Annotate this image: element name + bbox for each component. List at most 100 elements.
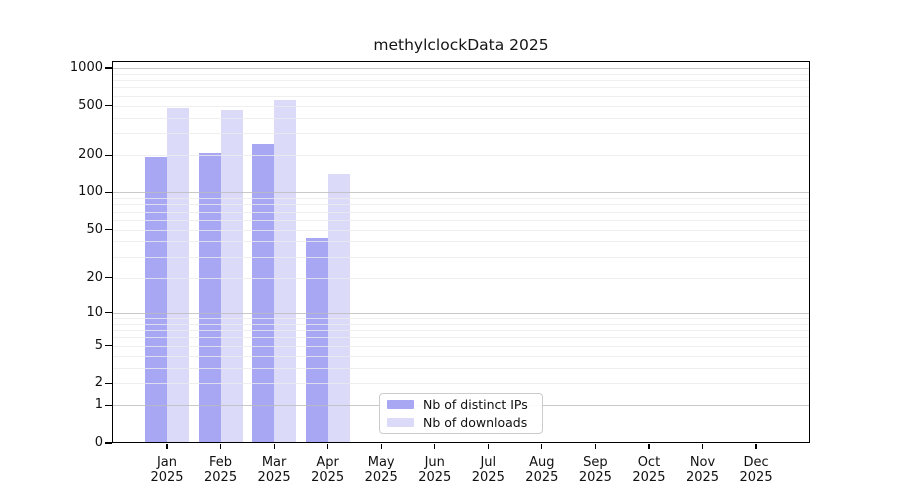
x-tick-mark [755,444,757,449]
y-tick-label: 50 [86,221,103,237]
y-tick-label: 0 [94,435,103,450]
x-tick-mark [487,444,489,449]
x-tick-mark [434,444,436,449]
bar-downloads [274,99,297,443]
x-tick-mark [219,444,222,449]
minor-gridline [112,204,810,206]
y-tick-mark [105,228,112,231]
minor-gridline [112,229,810,231]
x-tick-year-label: 2025 [418,470,452,485]
major-gridline [112,312,810,314]
minor-gridline [112,323,810,325]
y-tick-mark [105,67,112,69]
minor-gridline [112,155,810,157]
major-gridline [112,68,810,69]
y-tick-mark [105,442,112,444]
minor-gridline [112,330,810,332]
minor-gridline [112,87,810,89]
minor-gridline [112,117,810,119]
bar-downloads [327,174,350,443]
x-tick-mark [541,444,543,449]
legend-row-downloads: Nb of downloads [380,415,542,430]
legend-label-downloads: Nb of downloads [423,415,528,430]
minor-gridline [112,198,810,200]
minor-gridline [112,367,810,369]
plot-area [112,61,810,443]
x-tick-year-label: 2025 [632,470,666,485]
x-tick-year-label: 2025 [257,470,291,485]
bar-distinct-ips [198,152,221,443]
x-tick-month-label: Sep [583,455,608,470]
minor-gridline [112,383,810,385]
x-tick-year-label: 2025 [311,470,345,485]
x-tick-month-label: Aug [529,455,555,470]
y-tick-label: 100 [78,184,103,200]
minor-gridline [112,133,810,135]
y-tick-mark [105,345,112,347]
minor-gridline [112,241,810,243]
minor-gridline [112,219,810,221]
x-tick-mark [327,444,329,449]
x-tick-year-label: 2025 [471,470,505,485]
y-tick-label: 1000 [69,60,103,75]
x-tick-month-label: May [367,455,395,470]
x-tick-mark [380,444,382,449]
x-tick-year-label: 2025 [739,470,773,485]
minor-gridline [112,337,810,339]
bar-downloads [167,107,189,443]
x-tick-year-label: 2025 [364,470,398,485]
legend: Nb of distinct IPs Nb of downloads [379,393,543,434]
bar-distinct-ips [145,156,167,443]
x-tick-year-label: 2025 [525,470,559,485]
x-tick-year-label: 2025 [150,470,184,485]
x-tick-month-label: Feb [209,455,233,470]
y-tick-mark [105,277,112,279]
minor-gridline [112,80,810,82]
bar-distinct-ips [252,144,275,443]
bar-distinct-ips [305,237,328,443]
distinct-ips-swatch-icon [387,399,414,410]
x-tick-month-label: Dec [743,455,769,470]
y-tick-mark [105,154,112,156]
y-tick-mark [105,382,112,384]
y-tick-label: 500 [78,97,103,113]
y-tick-mark [105,191,112,194]
x-tick-month-label: Jun [424,455,445,470]
y-tick-mark [105,404,112,406]
minor-gridline [112,95,810,97]
y-tick-label: 200 [78,147,103,163]
y-tick-label: 1 [94,397,103,413]
x-tick-mark [701,444,704,449]
x-tick-month-label: Oct [637,455,661,470]
x-tick-month-label: Jul [480,455,497,470]
y-tick-mark [105,312,112,314]
major-gridline [112,192,810,194]
y-tick-label: 5 [94,337,103,353]
minor-gridline [112,318,810,320]
minor-gridline [112,211,810,213]
x-tick-month-label: Mar [261,455,287,470]
minor-gridline [112,256,810,258]
x-tick-year-label: 2025 [685,470,720,485]
x-tick-year-label: 2025 [578,470,612,485]
downloads-swatch-icon [387,417,414,428]
minor-gridline [112,105,810,107]
y-tick-label: 10 [86,304,103,320]
y-tick-mark [105,104,112,107]
legend-label-distinct-ips: Nb of distinct IPs [423,397,528,412]
minor-gridline [112,345,810,347]
x-tick-mark [166,444,168,449]
minor-gridline [112,73,810,75]
x-tick-year-label: 2025 [204,470,238,485]
minor-gridline [112,355,810,357]
bar-downloads [220,110,243,443]
x-tick-month-label: Apr [316,455,339,470]
chart-title: methylclockData 2025 [373,36,549,54]
x-tick-mark [273,444,275,449]
x-tick-mark [648,444,650,449]
y-tick-label: 20 [86,269,103,285]
x-tick-month-label: Nov [689,455,716,470]
minor-gridline [112,277,810,279]
x-tick-month-label: Jan [156,455,178,470]
